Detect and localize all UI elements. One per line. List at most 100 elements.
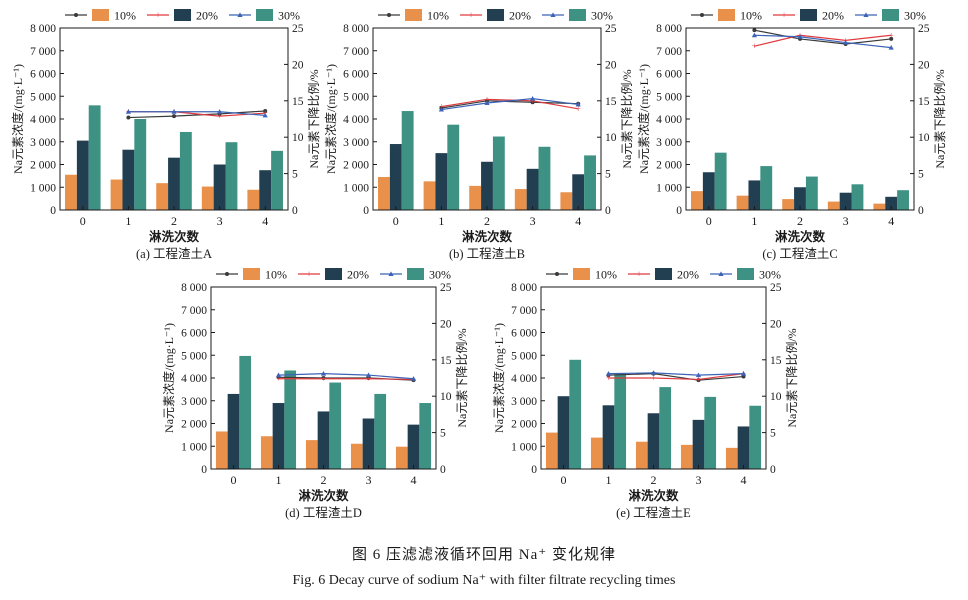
bar	[514, 189, 527, 210]
bar	[760, 166, 773, 210]
x-tick-label: 2	[321, 473, 327, 487]
right-tick-label: 5	[918, 169, 924, 181]
right-tick-label: 20	[918, 59, 930, 71]
bar	[259, 170, 272, 210]
bar	[647, 413, 660, 469]
x-axis-title: 淋洗次数	[149, 229, 200, 244]
legend-marker-2	[718, 271, 724, 276]
right-tick-label: 5	[605, 169, 611, 181]
x-tick-label: 0	[561, 473, 567, 487]
series-line	[441, 100, 579, 109]
line-point	[126, 115, 131, 120]
panel-label: (c) 工程渣土C	[762, 246, 837, 261]
left-tick-label: 7 000	[30, 46, 56, 58]
left-tick-label: 4 000	[30, 114, 56, 126]
x-tick-label: 4	[741, 473, 747, 487]
series-line	[608, 373, 744, 381]
right-tick-label: 0	[440, 464, 446, 476]
x-tick-label: 3	[530, 214, 536, 228]
bar	[827, 201, 840, 210]
right-tick-label: 10	[605, 132, 617, 144]
x-tick-label: 0	[393, 214, 399, 228]
bar	[329, 382, 342, 469]
bar	[680, 444, 693, 469]
chart-legend: 10% +20% 30%	[691, 9, 926, 23]
bar	[213, 164, 226, 210]
right-tick-label: 0	[605, 205, 611, 217]
line-point: +	[321, 374, 326, 384]
line-point: +	[530, 96, 535, 106]
legend-swatch-1	[655, 268, 672, 280]
bar	[447, 124, 460, 210]
right-tick-label: 25	[770, 282, 782, 294]
left-tick-label: 2 000	[181, 419, 207, 431]
right-tick-label: 15	[292, 96, 304, 108]
bar	[572, 174, 585, 210]
left-tick-label: 7 000	[343, 46, 369, 58]
bar	[215, 431, 228, 469]
line-point: +	[276, 374, 281, 384]
series-line	[754, 29, 892, 45]
legend-swatch-2	[256, 9, 273, 21]
bar	[897, 190, 909, 210]
legend-marker-2	[863, 12, 869, 17]
bar	[374, 393, 387, 469]
line-point	[740, 371, 747, 376]
bar	[635, 441, 648, 469]
left-tick-label: 1 000	[343, 182, 369, 194]
right-tick-label: 20	[292, 59, 304, 71]
legend-marker-1: +	[155, 10, 160, 20]
line-point: +	[366, 374, 371, 384]
left-tick-label: 0	[50, 205, 56, 217]
right-tick-label: 25	[918, 23, 930, 35]
line-point	[752, 28, 757, 33]
panel-label: (d) 工程渣土D	[285, 505, 362, 520]
legend-marker-0	[74, 13, 78, 17]
chart-legend: 10% +20% 30%	[546, 268, 781, 282]
series-line	[441, 98, 579, 110]
left-tick-label: 4 000	[511, 373, 537, 385]
bar	[736, 195, 749, 210]
legend-marker-1: +	[636, 269, 641, 279]
right-tick-label: 15	[918, 96, 930, 108]
line-point	[171, 109, 177, 114]
x-tick-label: 4	[888, 214, 894, 228]
bar	[179, 131, 192, 210]
legend-swatch-0	[718, 9, 735, 21]
right-tick-label: 20	[440, 318, 452, 330]
x-tick-label: 1	[125, 214, 131, 228]
bar	[305, 440, 318, 469]
figure-caption-chinese: 图 6 压滤滤液循环回用 Na⁺ 变化规律	[352, 547, 616, 563]
legend-label-1: 20%	[347, 268, 369, 282]
right-axis-title: Na元素下降比例/%	[785, 328, 799, 427]
bar	[350, 443, 363, 469]
left-tick-label: 2 000	[511, 419, 537, 431]
line-point	[262, 112, 268, 118]
right-tick-label: 0	[292, 205, 298, 217]
legend-marker-0	[225, 272, 229, 276]
left-tick-label: 4 000	[656, 114, 682, 126]
left-tick-label: 8 000	[181, 282, 207, 294]
line-point	[797, 34, 803, 39]
x-axis-title: 淋洗次数	[462, 229, 513, 244]
legend-marker-2	[550, 12, 556, 17]
x-tick-label: 2	[171, 214, 177, 228]
x-tick-label: 2	[651, 473, 657, 487]
legend-swatch-2	[882, 9, 899, 21]
line-point	[843, 39, 849, 45]
bar	[362, 418, 375, 469]
left-tick-label: 1 000	[656, 182, 682, 194]
line-point	[410, 376, 417, 381]
bar	[201, 186, 214, 210]
bar	[873, 203, 886, 210]
left-tick-label: 1 000	[511, 441, 537, 453]
line-point	[888, 45, 894, 50]
legend-label-0: 10%	[427, 9, 449, 23]
bar	[704, 396, 717, 469]
legend-swatch-2	[569, 9, 586, 21]
line-point: +	[606, 373, 611, 383]
chart-legend: 10% +20% 30%	[65, 9, 300, 23]
